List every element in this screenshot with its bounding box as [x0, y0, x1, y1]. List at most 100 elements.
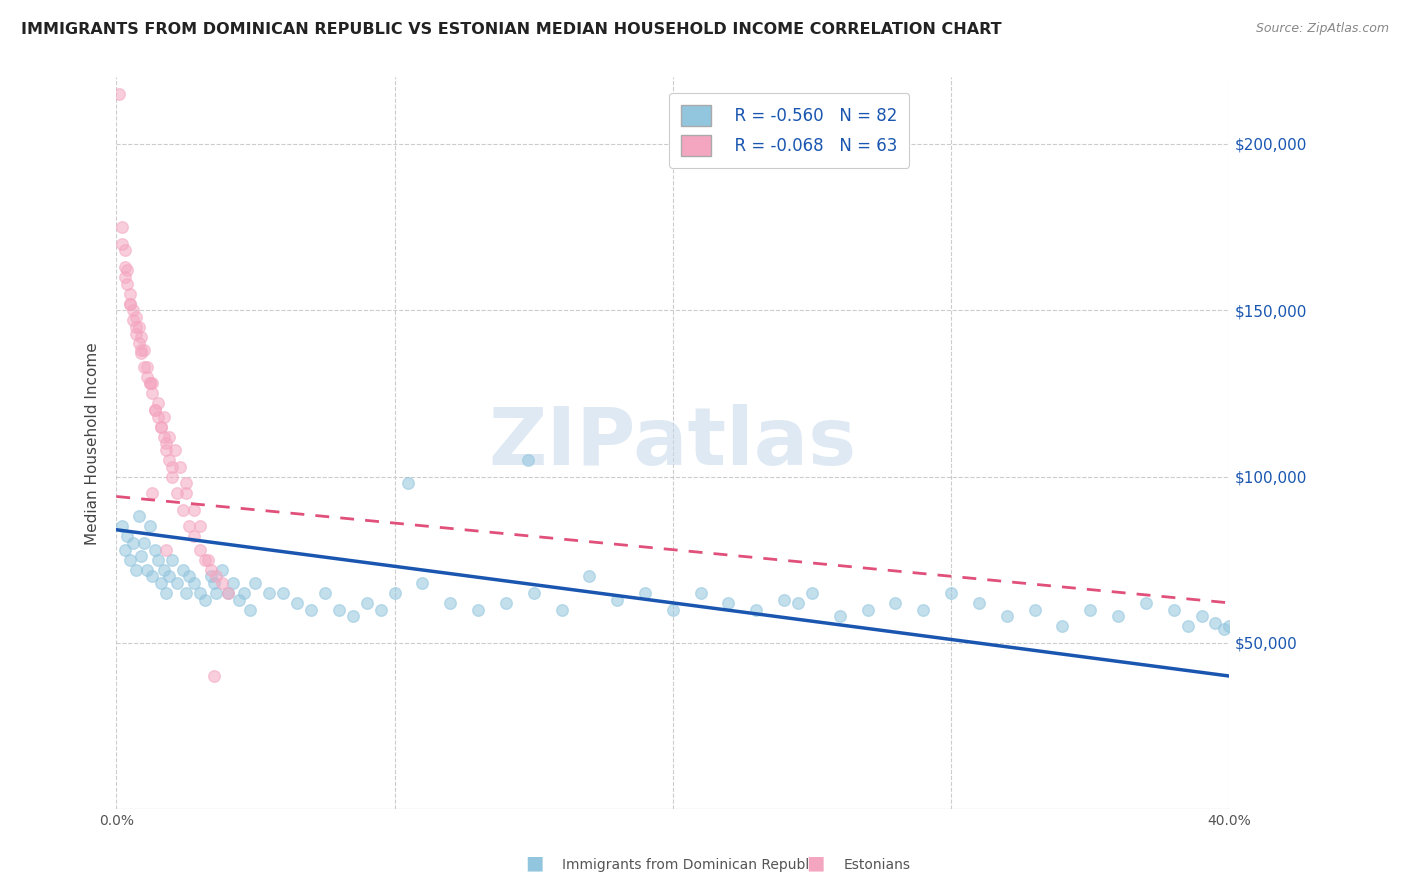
Point — [131, 343, 153, 358]
Point — [157, 453, 180, 467]
Point — [155, 542, 177, 557]
Point — [188, 519, 211, 533]
Point — [285, 596, 308, 610]
Point — [169, 459, 191, 474]
Text: ■: ■ — [524, 854, 544, 872]
Point — [155, 436, 177, 450]
Point — [967, 596, 990, 610]
Point — [172, 563, 194, 577]
Point — [398, 476, 420, 491]
Point — [194, 552, 217, 566]
Point — [439, 596, 461, 610]
Point — [271, 586, 294, 600]
Point — [160, 552, 183, 566]
Point — [132, 536, 155, 550]
Point — [125, 310, 148, 324]
Point — [239, 602, 262, 616]
Point — [146, 409, 169, 424]
Point — [132, 343, 155, 358]
Text: IMMIGRANTS FROM DOMINICAN REPUBLIC VS ESTONIAN MEDIAN HOUSEHOLD INCOME CORRELATI: IMMIGRANTS FROM DOMINICAN REPUBLIC VS ES… — [21, 22, 1001, 37]
Point — [141, 569, 163, 583]
Point — [1052, 619, 1074, 633]
Y-axis label: Median Household Income: Median Household Income — [86, 342, 100, 545]
Point — [122, 313, 145, 327]
Point — [217, 586, 239, 600]
Point — [131, 549, 153, 564]
Text: Estonians: Estonians — [844, 858, 911, 872]
Point — [801, 586, 824, 600]
Point — [122, 536, 145, 550]
Point — [197, 552, 219, 566]
Point — [111, 220, 134, 235]
Point — [152, 409, 174, 424]
Point — [135, 359, 157, 374]
Point — [125, 326, 148, 341]
Point — [141, 486, 163, 500]
Point — [120, 286, 142, 301]
Point — [122, 303, 145, 318]
Point — [314, 586, 336, 600]
Point — [205, 569, 228, 583]
Point — [117, 529, 139, 543]
Point — [143, 403, 166, 417]
Point — [152, 563, 174, 577]
Point — [370, 602, 392, 616]
Point — [155, 442, 177, 457]
Point — [299, 602, 322, 616]
Point — [233, 586, 256, 600]
Point — [517, 453, 540, 467]
Point — [495, 596, 517, 610]
Point — [114, 244, 136, 258]
Point — [183, 529, 205, 543]
Point — [773, 592, 796, 607]
Point — [356, 596, 378, 610]
Point — [108, 87, 131, 101]
Point — [662, 602, 685, 616]
Point — [174, 476, 197, 491]
Point — [143, 542, 166, 557]
Point — [328, 602, 350, 616]
Point — [141, 376, 163, 391]
Point — [135, 563, 157, 577]
Point — [166, 576, 188, 591]
Point — [157, 569, 180, 583]
Point — [143, 403, 166, 417]
Point — [131, 346, 153, 360]
Point — [342, 609, 364, 624]
Point — [202, 669, 225, 683]
Point — [188, 586, 211, 600]
Point — [1177, 619, 1199, 633]
Point — [177, 519, 200, 533]
Point — [141, 386, 163, 401]
Point — [384, 586, 406, 600]
Point — [205, 586, 228, 600]
Point — [174, 586, 197, 600]
Point — [117, 263, 139, 277]
Text: ZIPatlas: ZIPatlas — [489, 404, 858, 483]
Point — [138, 376, 160, 391]
Point — [111, 519, 134, 533]
Point — [634, 586, 657, 600]
Point — [114, 260, 136, 274]
Point — [1191, 609, 1213, 624]
Point — [172, 502, 194, 516]
Point — [131, 330, 153, 344]
Point — [114, 270, 136, 285]
Point — [1135, 596, 1157, 610]
Point — [128, 509, 150, 524]
Point — [111, 236, 134, 251]
Point — [211, 563, 233, 577]
Point — [1218, 619, 1240, 633]
Point — [1078, 602, 1101, 616]
Point — [138, 519, 160, 533]
Point — [717, 596, 740, 610]
Legend:   R = -0.560   N = 82,   R = -0.068   N = 63: R = -0.560 N = 82, R = -0.068 N = 63 — [669, 93, 910, 168]
Point — [166, 486, 188, 500]
Text: Immigrants from Dominican Republic: Immigrants from Dominican Republic — [562, 858, 821, 872]
Point — [606, 592, 628, 607]
Point — [828, 609, 851, 624]
Point — [1212, 623, 1234, 637]
Point — [138, 376, 160, 391]
Point — [222, 576, 245, 591]
Point — [467, 602, 489, 616]
